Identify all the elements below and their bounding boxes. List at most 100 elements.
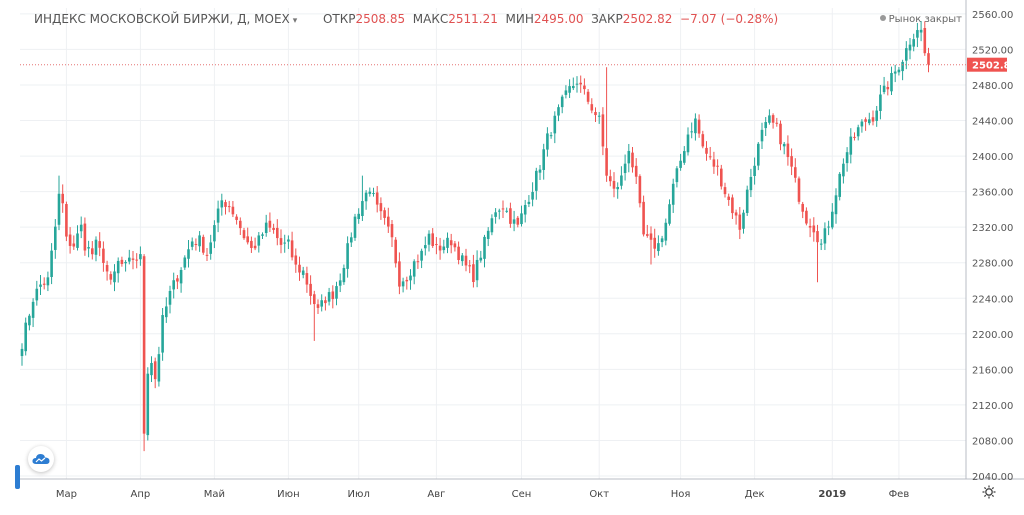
candle xyxy=(65,201,68,242)
candle-body xyxy=(468,265,471,267)
candle-body xyxy=(897,69,901,73)
candle xyxy=(375,186,379,213)
candle-body xyxy=(61,193,64,204)
chevron-down-icon[interactable]: ▾ xyxy=(292,16,298,26)
candle xyxy=(623,154,627,181)
candle xyxy=(901,59,904,81)
x-tick-label: Май xyxy=(204,489,225,500)
candle xyxy=(768,109,771,125)
candle xyxy=(313,290,316,341)
candle-body xyxy=(350,237,353,243)
candle-body xyxy=(227,206,231,208)
candle-body xyxy=(660,238,664,243)
candle-body xyxy=(316,304,320,308)
candle xyxy=(712,151,716,174)
candle-body xyxy=(39,284,42,287)
candle xyxy=(102,241,105,272)
candle-body xyxy=(620,175,623,186)
candle xyxy=(309,275,312,305)
candle-body xyxy=(220,200,224,208)
candle xyxy=(227,200,231,213)
candle-body xyxy=(224,202,227,207)
candle xyxy=(283,234,286,253)
candle-body xyxy=(57,193,61,225)
candle xyxy=(597,111,601,124)
candle xyxy=(109,271,113,285)
candle xyxy=(516,215,520,228)
candle xyxy=(416,254,420,269)
candle-body xyxy=(20,348,24,357)
candle-body xyxy=(823,228,827,244)
candle-body xyxy=(538,169,542,173)
symbol-title[interactable]: ИНДЕКС МОСКОВСКОЙ БИРЖИ, Д, MOEX xyxy=(34,12,290,26)
candle xyxy=(501,200,505,218)
candle-body xyxy=(379,203,383,212)
candle-body xyxy=(912,39,915,47)
candle-body xyxy=(153,361,157,380)
candle xyxy=(198,231,201,252)
candle xyxy=(461,252,464,266)
candle xyxy=(213,220,216,249)
candle-body xyxy=(139,254,142,260)
settings-button[interactable] xyxy=(978,482,1000,502)
candle xyxy=(490,214,494,236)
candle xyxy=(797,176,801,205)
candle-body xyxy=(176,278,179,282)
candle xyxy=(353,213,357,241)
candle xyxy=(827,220,830,236)
candle-body xyxy=(542,149,545,170)
candle-body xyxy=(801,203,804,212)
candle xyxy=(124,260,127,272)
candle-body xyxy=(727,196,730,200)
open-value: 2508.85 xyxy=(355,12,406,26)
candle xyxy=(128,249,131,265)
candle xyxy=(105,260,109,281)
candle-body xyxy=(202,236,205,253)
candle-body xyxy=(165,306,168,318)
candle xyxy=(113,264,116,292)
candle xyxy=(357,208,360,224)
y-tick-label: 2520.00 xyxy=(972,45,1013,56)
candle-body xyxy=(435,244,438,246)
candle xyxy=(161,307,164,361)
candle-body xyxy=(420,250,423,261)
candle-body xyxy=(771,115,775,123)
candle xyxy=(727,193,730,206)
candle xyxy=(801,201,804,219)
candle-body xyxy=(849,136,853,155)
candle-body xyxy=(557,107,560,116)
candle-body xyxy=(546,133,549,150)
candle-body xyxy=(453,243,457,248)
status-dot-icon xyxy=(879,15,886,21)
candle xyxy=(708,146,712,160)
candle xyxy=(368,187,372,197)
candle xyxy=(190,237,194,251)
y-tick-label: 2040.00 xyxy=(972,472,1013,483)
candle-body xyxy=(664,222,668,241)
candle xyxy=(298,256,301,281)
candle xyxy=(601,107,605,156)
candle xyxy=(224,199,227,215)
candle-body xyxy=(893,71,897,74)
candle xyxy=(342,264,346,285)
candle-body xyxy=(76,233,79,248)
candle-body xyxy=(91,248,94,255)
scroll-handle[interactable] xyxy=(15,465,20,489)
candle-body xyxy=(301,270,305,275)
cloud-button[interactable] xyxy=(28,446,54,472)
candle xyxy=(838,172,841,201)
candle-body xyxy=(235,216,238,220)
candle-body xyxy=(194,243,198,245)
y-tick-label: 2400.00 xyxy=(972,152,1013,163)
x-tick-label: Дек xyxy=(745,489,765,500)
candle-body xyxy=(250,240,253,248)
candle-body xyxy=(31,301,35,318)
candle xyxy=(875,105,878,127)
candle xyxy=(320,294,323,312)
candle xyxy=(808,218,812,238)
candle xyxy=(98,232,101,257)
candle xyxy=(398,252,401,295)
candle-body xyxy=(794,167,797,178)
